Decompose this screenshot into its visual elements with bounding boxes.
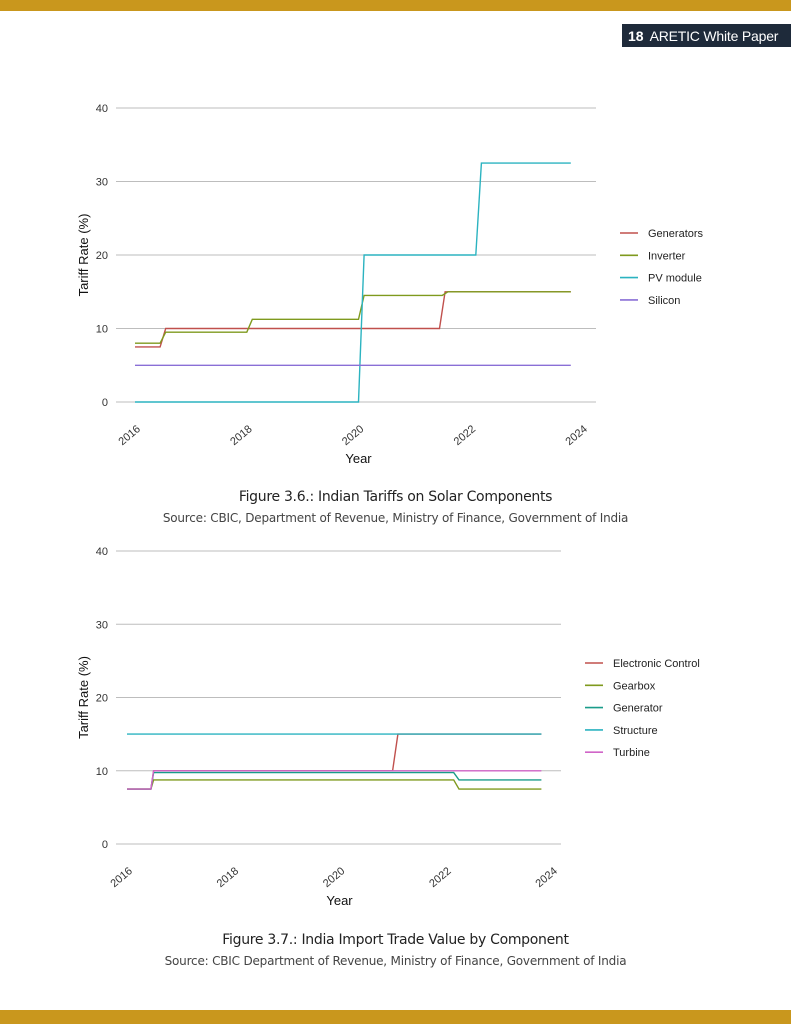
publication-name: ARETIC White Paper [649, 27, 779, 44]
x-tick-label: 2016 [108, 865, 134, 890]
y-tick-label: 30 [96, 177, 108, 189]
y-axis-label: Tariff Rate (%) [76, 656, 91, 739]
legend-item-label: Electronic Control [613, 658, 700, 670]
figure-title: Figure 3.6.: Indian Tariffs on Solar Com… [238, 489, 553, 505]
legend-item-label: Silicon [648, 295, 680, 307]
x-tick-label: 2020 [321, 865, 347, 890]
bottom-gold-bar [0, 1010, 791, 1024]
y-tick-label: 10 [96, 324, 108, 336]
tariff-chart-wind: 0 10 20 30 40 2016 2018 2020 2022 2024 Year Tariff … [76, 546, 700, 908]
x-tick-label: 2018 [228, 423, 254, 448]
figure-title: Figure 3.7.: India Import Trade Value by… [222, 932, 569, 948]
x-tick-label: 2022 [427, 865, 453, 890]
legend-item-label: Generators [648, 228, 704, 240]
series-line-turbine [127, 770, 542, 790]
legend-item-label: Structure [613, 725, 658, 737]
series-line-electronic-control [127, 733, 542, 790]
y-tick-label: 0 [102, 839, 108, 851]
x-tick-label: 2018 [215, 865, 241, 890]
x-tick-label: 2020 [340, 423, 366, 448]
y-tick-label: 20 [96, 693, 108, 705]
figure-source: Source: CBIC Department of Revenue, Mini… [164, 954, 627, 968]
x-tick-label: 2024 [563, 423, 589, 448]
y-tick-label: 30 [96, 619, 108, 631]
x-axis-label: Year [326, 893, 353, 908]
legend-item-label: Inverter [648, 250, 686, 262]
legend-item-label: Turbine [613, 747, 650, 759]
x-tick-label: 2024 [533, 865, 559, 890]
y-tick-label: 40 [96, 103, 108, 115]
series-line-gearbox [127, 779, 542, 790]
figure-source: Source: CBIC, Department of Revenue, Min… [162, 511, 629, 525]
figure-caption-2: Figure 3.7.: India Import Trade Value by… [0, 932, 791, 968]
x-tick-label: 2016 [116, 423, 142, 448]
page-number: 18 [628, 27, 644, 44]
y-tick-label: 20 [96, 250, 108, 262]
top-gold-bar [0, 0, 791, 11]
series-line-pv-module [135, 162, 571, 403]
y-tick-label: 10 [96, 766, 108, 778]
y-tick-label: 0 [102, 397, 108, 409]
series-line-inverter [135, 291, 571, 344]
series-line-generator [127, 771, 542, 790]
tariff-chart-solar: 0 10 20 30 40 2016 2018 2020 2022 2024 Year Tariff … [76, 103, 704, 466]
figure-caption-1: Figure 3.6.: Indian Tariffs on Solar Com… [0, 489, 791, 525]
y-tick-label: 40 [96, 546, 108, 558]
y-axis-label: Tariff Rate (%) [76, 214, 91, 297]
page-header-tag: 18 ARETIC White Paper [622, 24, 791, 47]
legend-item-label: PV module [648, 273, 702, 285]
x-axis-label: Year [345, 451, 372, 466]
legend-item-label: Generator [613, 703, 663, 715]
legend-item-label: Gearbox [613, 680, 656, 692]
x-tick-label: 2022 [452, 423, 478, 448]
